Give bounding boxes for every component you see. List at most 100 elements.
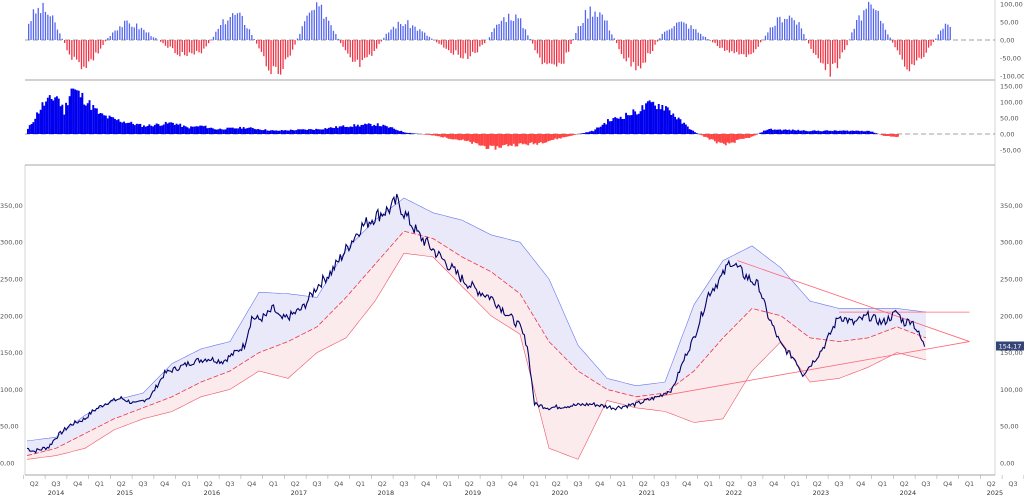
momentum-bar	[699, 134, 702, 135]
oscillator-bar	[731, 40, 733, 52]
oscillator-bar	[656, 40, 659, 42]
oscillator-bar	[385, 33, 387, 40]
x-quarter-label: Q2	[117, 480, 126, 488]
momentum-bar	[704, 134, 707, 137]
momentum-bar	[199, 125, 202, 134]
momentum-bar	[665, 106, 667, 134]
momentum-bar	[597, 127, 600, 134]
momentum-bar	[257, 129, 260, 134]
momentum-bar	[842, 130, 845, 134]
momentum-bar	[438, 134, 441, 137]
momentum-bar	[275, 130, 278, 134]
momentum-bar	[139, 123, 142, 134]
oscillator-bar	[299, 33, 301, 40]
x-quarter-label: Q4	[682, 480, 691, 488]
oscillator-bar	[575, 33, 577, 40]
oscillator-bar	[109, 36, 111, 40]
momentum-bar	[237, 128, 240, 134]
x-quarter-label: Q1	[704, 480, 713, 488]
oscillator-bar	[716, 40, 719, 46]
momentum-bar	[326, 128, 328, 134]
momentum-bar	[306, 130, 308, 134]
momentum-bar	[690, 129, 693, 134]
momentum-bar	[201, 125, 203, 134]
oscillator-bar	[870, 4, 872, 40]
oscillator-bar	[632, 40, 635, 62]
oscillator-bar	[54, 22, 56, 40]
oscillator-bar	[784, 18, 786, 40]
momentum-bar	[50, 99, 53, 134]
momentum-bar	[755, 134, 758, 135]
momentum-bar	[389, 127, 392, 134]
price-y-tick-left: 0,00	[0, 460, 14, 468]
oscillator-bar	[700, 33, 702, 40]
momentum-bar	[46, 97, 49, 134]
oscillator-bar	[769, 27, 771, 40]
oscillator-bar	[136, 23, 138, 40]
momentum-bar	[298, 129, 301, 134]
momentum-bar	[536, 134, 539, 145]
oscillator-bar	[282, 40, 284, 69]
momentum-bar	[431, 134, 434, 136]
oscillator-bar	[565, 40, 567, 53]
x-quarter-label: Q3	[1008, 480, 1017, 488]
oscillator-bar	[467, 40, 469, 59]
oscillator-bar	[450, 40, 452, 54]
momentum-bar	[773, 129, 776, 134]
momentum-bar	[365, 124, 368, 134]
momentum-bar	[413, 133, 415, 134]
momentum-bar	[567, 134, 569, 137]
momentum-bar	[179, 123, 182, 134]
oscillator-bar	[546, 40, 548, 65]
oscillator-bar	[728, 40, 731, 53]
oscillator-bar	[361, 40, 363, 61]
oscillator-bar	[916, 40, 918, 61]
oscillator-bar	[160, 40, 162, 42]
momentum-bar	[307, 129, 310, 134]
momentum-bar	[820, 131, 823, 134]
momentum-bar	[866, 130, 869, 134]
momentum-bar	[123, 121, 125, 134]
momentum-bar	[643, 109, 646, 134]
momentum-bar	[411, 133, 414, 134]
price-y-tick-right: 100,00	[1000, 386, 1023, 394]
momentum-bar	[471, 134, 473, 144]
momentum-bar	[684, 124, 687, 134]
oscillator-bar	[529, 39, 531, 40]
oscillator-bar	[138, 29, 140, 40]
oscillator-bar	[284, 40, 287, 60]
momentum-bar	[456, 134, 459, 140]
trendline-1	[737, 260, 970, 342]
oscillator-bar	[412, 25, 414, 40]
momentum-bar	[752, 134, 754, 137]
momentum-bar	[268, 130, 270, 134]
oscillator-bar	[102, 40, 104, 45]
x-quarter-label: Q3	[486, 480, 495, 488]
oscillator-bar	[611, 34, 613, 40]
momentum-bar	[442, 134, 444, 138]
momentum-bar	[762, 130, 765, 134]
oscillator-bar	[848, 39, 851, 40]
momentum-bar	[181, 127, 183, 134]
momentum-bar	[61, 104, 64, 134]
momentum-bar	[152, 126, 154, 134]
oscillator-bar	[709, 40, 711, 41]
oscillator-bar	[515, 14, 517, 40]
momentum-bar	[103, 115, 105, 134]
momentum-bar	[706, 134, 709, 138]
momentum-bar	[385, 126, 388, 134]
oscillator-bar	[551, 40, 553, 64]
momentum-bar	[558, 134, 560, 139]
oscillator-bar	[822, 40, 824, 64]
oscillator-bar	[232, 13, 234, 40]
oscillator-bar	[827, 40, 829, 64]
momentum-bar	[603, 123, 606, 134]
momentum-bar	[748, 134, 751, 138]
x-year-label: 2023	[813, 489, 830, 497]
oscillator-bar	[68, 40, 71, 55]
oscillator-bar	[637, 40, 639, 66]
momentum-bar	[887, 134, 890, 136]
oscillator-bar	[860, 20, 863, 40]
oscillator-bar	[356, 40, 359, 60]
momentum-bar	[585, 132, 588, 134]
